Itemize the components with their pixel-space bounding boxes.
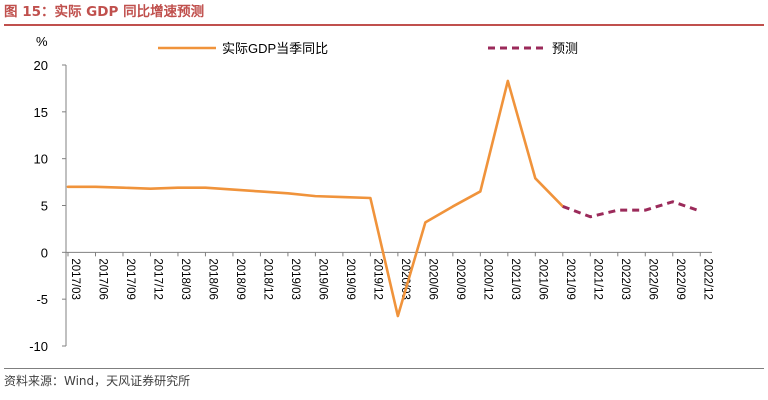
actual-series-line bbox=[66, 79, 565, 318]
x-axis: 2017/03 2017/06 2017/09 2017/12 2018/03 2018/… bbox=[66, 251, 713, 300]
x-tick-label: 2021/03 bbox=[509, 258, 521, 300]
actual-data-point bbox=[397, 315, 399, 317]
x-tick-label: 2017/03 bbox=[69, 258, 81, 300]
x-tick-label: 2022/03 bbox=[619, 258, 631, 300]
actual-data-point bbox=[259, 190, 261, 192]
figure-title: 图 15：实际 GDP 同比增速预测 bbox=[4, 2, 764, 26]
chart-legend: 实际GDP当季同比 预测 bbox=[158, 41, 578, 56]
x-tick-label: 2020/03 bbox=[399, 258, 411, 300]
actual-data-point bbox=[534, 177, 536, 179]
forecast-data-point bbox=[644, 209, 646, 211]
y-axis: -10 -5 0 5 10 15 20% bbox=[29, 34, 67, 354]
forecast-data-point bbox=[699, 210, 701, 212]
actual-data-point bbox=[452, 205, 454, 207]
x-tick-label: 2019/06 bbox=[316, 258, 328, 300]
x-tick-label: 2018/06 bbox=[206, 258, 218, 300]
legend-item-forecast-label: 预测 bbox=[552, 41, 578, 56]
actual-data-point bbox=[232, 188, 234, 190]
y-tick-label: 10 bbox=[34, 152, 48, 167]
actual-data-point bbox=[342, 196, 344, 198]
actual-data-point bbox=[149, 187, 151, 189]
x-tick-label: 2019/12 bbox=[371, 258, 383, 300]
actual-data-point bbox=[177, 187, 179, 189]
x-tick-label: 2018/12 bbox=[261, 258, 273, 300]
forecast-data-point bbox=[562, 205, 564, 207]
actual-data-point bbox=[67, 186, 69, 188]
chart-series bbox=[66, 79, 701, 318]
x-tick-label: 2020/06 bbox=[426, 258, 438, 300]
forecast-data-point bbox=[589, 216, 591, 218]
y-tick-label: -10 bbox=[29, 339, 48, 354]
forecast-data-point bbox=[617, 209, 619, 211]
x-tick-label: 2017/12 bbox=[151, 258, 163, 300]
actual-data-point bbox=[287, 192, 289, 194]
x-tick-label: 2021/06 bbox=[536, 258, 548, 300]
x-tick-label: 2020/12 bbox=[481, 258, 493, 300]
x-tick-label: 2019/09 bbox=[344, 258, 356, 300]
actual-data-point bbox=[314, 195, 316, 197]
actual-data-point bbox=[479, 190, 481, 192]
x-tick-label: 2018/03 bbox=[179, 258, 191, 300]
actual-data-point bbox=[204, 187, 206, 189]
forecast-data-point bbox=[672, 201, 674, 203]
y-tick-label: 15 bbox=[34, 105, 48, 120]
y-tick-label: -5 bbox=[36, 292, 48, 307]
x-tick-label: 2017/09 bbox=[124, 258, 136, 300]
x-tick-label: 2019/03 bbox=[289, 258, 301, 300]
legend-item-actual-label: 实际GDP当季同比 bbox=[222, 41, 328, 56]
x-tick-label: 2022/12 bbox=[701, 258, 713, 300]
actual-data-point bbox=[369, 197, 371, 199]
y-tick-label: 20 bbox=[34, 58, 48, 73]
forecast-series-line bbox=[562, 200, 701, 219]
y-tick-label: 5 bbox=[41, 199, 48, 214]
x-tick-label: 2022/09 bbox=[674, 258, 686, 300]
y-axis-unit-label: % bbox=[36, 34, 48, 49]
x-tick-label: 2021/12 bbox=[591, 258, 603, 300]
actual-data-point bbox=[507, 80, 509, 82]
x-tick-label: 2021/09 bbox=[564, 258, 576, 300]
x-tick-label: 2022/06 bbox=[646, 258, 658, 300]
actual-data-point bbox=[122, 187, 124, 189]
source-note: 资料来源：Wind，天风证券研究所 bbox=[4, 368, 764, 397]
x-tick-label: 2020/09 bbox=[454, 258, 466, 300]
x-tick-label: 2018/09 bbox=[234, 258, 246, 300]
y-tick-label: 0 bbox=[41, 245, 48, 260]
actual-data-point bbox=[424, 221, 426, 223]
x-tick-label: 2017/06 bbox=[96, 258, 108, 300]
actual-data-point bbox=[94, 186, 96, 188]
